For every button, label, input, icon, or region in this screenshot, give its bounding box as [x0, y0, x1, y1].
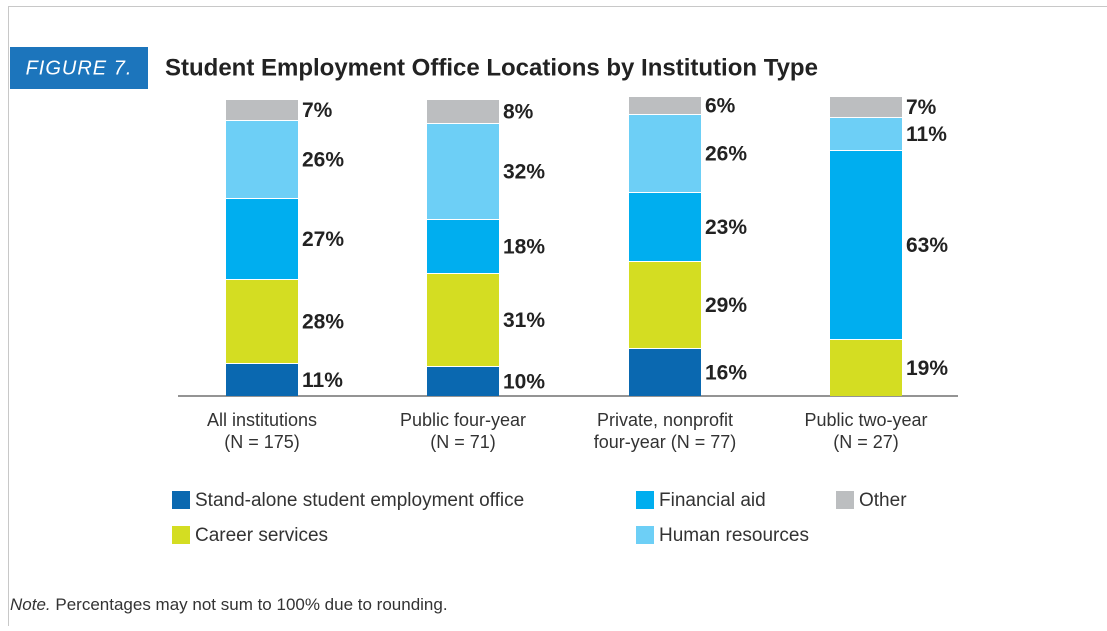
bar-segment: [427, 274, 499, 366]
bar-segment: [629, 115, 701, 192]
value-label: 23%: [705, 216, 747, 239]
legend-swatch: [172, 491, 190, 509]
value-label: 26%: [302, 149, 344, 172]
note-text: Percentages may not sum to 100% due to r…: [55, 595, 447, 614]
bar-segment: [427, 367, 499, 396]
bar-segment: [830, 97, 902, 117]
value-label: 8%: [503, 101, 534, 124]
legend-label: Financial aid: [659, 490, 766, 511]
x-tick-label: (N = 71): [430, 432, 496, 452]
bar-segment: [830, 340, 902, 396]
value-label: 31%: [503, 309, 545, 332]
value-label: 28%: [302, 311, 344, 334]
legend-label: Other: [859, 490, 907, 511]
note: Note. Percentages may not sum to 100% du…: [10, 595, 448, 614]
chart-title: Student Employment Office Locations by I…: [165, 54, 818, 81]
x-tick-label: (N = 27): [833, 432, 899, 452]
value-label: 18%: [503, 236, 545, 259]
legend-label: Stand-alone student employment office: [195, 490, 524, 511]
value-label: 6%: [705, 95, 736, 118]
value-label: 7%: [906, 96, 937, 119]
note-lead: Note.: [10, 595, 51, 614]
legend-swatch: [636, 491, 654, 509]
bar-segment: [629, 97, 701, 114]
bar-segment: [629, 349, 701, 396]
x-tick-label: (N = 175): [224, 432, 300, 452]
bar-segment: [629, 193, 701, 261]
value-label: 26%: [705, 143, 747, 166]
value-label: 11%: [302, 369, 343, 392]
value-label: 19%: [906, 357, 948, 380]
value-label: 63%: [906, 234, 948, 257]
x-tick-label: Public two-year: [804, 410, 927, 430]
bar-segment: [427, 220, 499, 273]
legend-label: Career services: [195, 525, 328, 546]
value-label: 32%: [503, 161, 545, 184]
x-tick-label: Private, nonprofit: [597, 410, 733, 430]
x-tick-label: Public four-year: [400, 410, 526, 430]
bar-segment: [629, 262, 701, 348]
bar-segment: [226, 280, 298, 363]
bar-segment: [427, 124, 499, 219]
bar-segment: [226, 121, 298, 198]
figure-label: FIGURE 7.: [26, 57, 133, 79]
bar-segment: [226, 100, 298, 120]
x-tick-label: All institutions: [207, 410, 317, 430]
bar-segment: [830, 151, 902, 339]
legend-swatch: [172, 526, 190, 544]
legend-label: Human resources: [659, 525, 809, 546]
value-label: 29%: [705, 294, 747, 317]
legend-swatch: [836, 491, 854, 509]
value-label: 7%: [302, 99, 333, 122]
figure-label-box: [10, 47, 148, 89]
bar-segment: [226, 364, 298, 396]
value-label: 11%: [906, 123, 947, 146]
value-label: 16%: [705, 362, 747, 385]
value-label: 27%: [302, 228, 344, 251]
bar-segment: [830, 118, 902, 150]
bar-segment: [427, 100, 499, 123]
value-label: 10%: [503, 371, 545, 394]
legend-swatch: [636, 526, 654, 544]
x-tick-label: four-year (N = 77): [594, 432, 737, 452]
bar-segment: [226, 199, 298, 279]
